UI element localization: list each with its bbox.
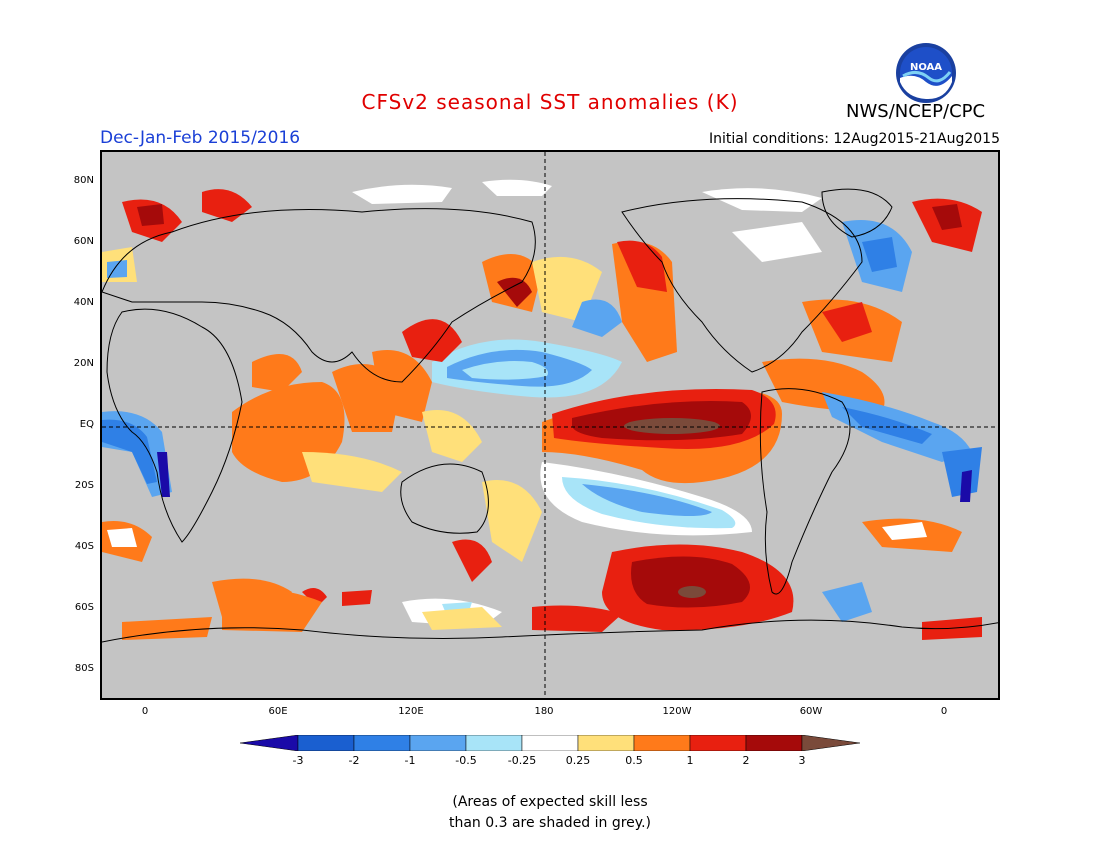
colorbar-swatch (689, 735, 747, 751)
southern-ocean-warm (122, 588, 502, 640)
colorbar-tick-label: 0.25 (565, 754, 591, 767)
antarctica-outline (102, 619, 998, 643)
lat-label-eq: EQ (79, 419, 94, 430)
lat-label-20s: 20S (74, 480, 94, 491)
africa-outline (106, 308, 243, 543)
north-america-outline (621, 198, 863, 373)
colorbar-low-triangle (240, 735, 299, 751)
lat-label-80s: 80S (74, 663, 94, 674)
logo-text: NOAA (910, 62, 942, 73)
south-america-outline (759, 388, 851, 595)
lat-label-20n: 20N (73, 358, 94, 369)
continent-outlines (102, 188, 998, 643)
lon-label-120e: 120E (398, 706, 424, 717)
lat-label-80n: 80N (73, 175, 94, 186)
lon-label-0-west: 0 (141, 706, 149, 717)
colorbar-tick-label: 0.5 (625, 754, 643, 767)
colorbar-tick-label: 1 (686, 754, 694, 767)
skill-note-line-1: (Areas of expected skill less (452, 794, 648, 810)
lat-label-60n: 60N (73, 236, 94, 247)
colorbar-swatch (353, 735, 411, 751)
skill-note-line-2: than 0.3 are shaded in grey.) (448, 815, 651, 831)
lat-label-40n: 40N (73, 297, 94, 308)
arctic-white-patches (352, 179, 822, 262)
colorbar-high-triangle (801, 735, 860, 751)
noaa-logo: NOAA (896, 43, 956, 103)
australia-outline (400, 463, 489, 534)
colorbar-swatch (409, 735, 467, 751)
colorbar-tick-label: -3 (292, 754, 304, 767)
colorbar-tick-label: 2 (742, 754, 750, 767)
colorbar-tick-label: -1 (404, 754, 416, 767)
lat-label-40s: 40S (74, 541, 94, 552)
skill-note: (Areas of expected skill less than 0.3 a… (0, 792, 1100, 834)
lon-label-0-east: 0 (940, 706, 948, 717)
eurasia-outline (102, 208, 536, 383)
colorbar-tick-label: -0.5 (455, 754, 477, 767)
colorbar-swatch (521, 735, 579, 751)
el-nino-tongue (542, 389, 782, 484)
northern-high-latitudes (102, 189, 252, 282)
lat-label-60s: 60S (74, 602, 94, 613)
lon-label-60w: 60W (799, 706, 823, 717)
colorbar-swatch (633, 735, 691, 751)
north-pacific-cool-band (432, 299, 622, 398)
season-label: Dec-Jan-Feb 2015/2016 (100, 128, 301, 148)
colorbar-swatch (745, 735, 803, 751)
southeast-atlantic-cool-left (102, 411, 172, 562)
sst-anomaly-map (100, 150, 1000, 700)
initial-conditions-label: Initial conditions: 12Aug2015-21Aug2015 (709, 131, 1000, 147)
lon-label-180: 180 (534, 706, 554, 717)
colorbar-tick-label: -0.25 (507, 754, 537, 767)
colorbar-swatch (465, 735, 523, 751)
greenland-outline (821, 188, 893, 238)
colorbar-swatch (577, 735, 635, 751)
map-canvas (102, 152, 998, 698)
colorbar (240, 735, 860, 751)
south-pacific-cool-band (540, 462, 752, 536)
maritime-continent-warm (372, 319, 542, 582)
agency-label: NWS/NCEP/CPC (846, 101, 986, 122)
lon-label-60e: 60E (268, 706, 288, 717)
map-title: CFSv2 seasonal SST anomalies (K) (361, 90, 739, 114)
colorbar-swatch (297, 735, 355, 751)
lon-label-120w: 120W (662, 706, 692, 717)
colorbar-tick-label: 3 (798, 754, 806, 767)
colorbar-tick-label: -2 (348, 754, 360, 767)
